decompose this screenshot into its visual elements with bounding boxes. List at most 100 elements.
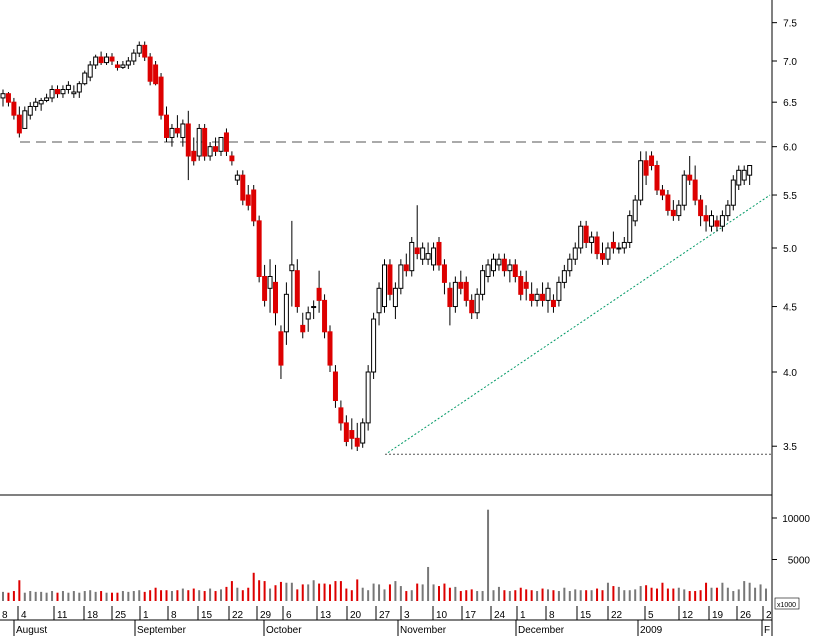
volume-bar	[269, 588, 272, 601]
candle-body	[654, 165, 660, 191]
candle-body	[76, 83, 82, 93]
candle-body	[398, 264, 404, 289]
candle-body	[322, 299, 328, 333]
candle-body	[354, 437, 360, 447]
day-label: 20	[350, 610, 362, 621]
volume-bar	[307, 584, 310, 601]
day-label: 15	[201, 610, 213, 621]
candle	[267, 259, 273, 313]
volume-bar	[214, 591, 217, 601]
volume-bar	[45, 592, 48, 601]
candle-body	[305, 312, 311, 320]
candle-body	[605, 247, 611, 260]
candle	[223, 128, 229, 157]
day-label: 8	[2, 610, 8, 621]
volume-bar	[378, 584, 381, 601]
candle-body	[698, 199, 704, 217]
candle-body	[153, 64, 159, 85]
day-label: 6	[286, 610, 292, 621]
candle-body	[512, 264, 518, 277]
candle	[360, 418, 366, 448]
candle-body	[223, 132, 229, 152]
volume-bar	[650, 587, 653, 601]
day-label: 4	[21, 610, 27, 621]
volume-bar	[574, 589, 577, 601]
candle	[687, 156, 693, 186]
candle	[736, 165, 742, 190]
candle-body	[158, 76, 164, 116]
volume-bar	[165, 590, 168, 601]
volume-bar	[737, 589, 740, 601]
candle	[44, 93, 50, 103]
candle-body	[600, 253, 605, 260]
candle	[245, 185, 251, 211]
candle-body	[649, 155, 655, 167]
candle-body	[234, 174, 240, 181]
volume-bar	[563, 587, 566, 601]
candle-body	[436, 241, 442, 266]
candle	[387, 259, 393, 301]
candle-body	[414, 247, 420, 255]
candle	[409, 236, 415, 277]
candle-body	[27, 105, 33, 116]
candle-body	[191, 150, 197, 162]
day-label: 11	[57, 610, 68, 621]
volume-bar	[121, 591, 124, 601]
candle	[730, 175, 736, 211]
candle	[578, 220, 584, 254]
volume-bar	[154, 587, 157, 601]
volume-bar	[339, 581, 342, 601]
volume-bar	[721, 582, 724, 601]
volume-bar	[743, 581, 746, 601]
day-label: 22	[611, 610, 623, 621]
volume-bar	[149, 590, 152, 601]
candle-body	[104, 56, 110, 64]
candle	[365, 365, 371, 431]
volume-bar	[51, 591, 54, 601]
candle	[262, 264, 268, 307]
candle	[589, 231, 595, 254]
volume-bar	[345, 588, 348, 601]
candle	[332, 365, 338, 408]
candle-body	[360, 422, 366, 444]
volume-bar	[312, 580, 315, 601]
candle-body	[218, 136, 224, 152]
candle-body	[278, 331, 284, 366]
volume-bar	[170, 591, 173, 601]
price-tick-label: 7.0	[783, 57, 797, 68]
candle	[616, 242, 622, 254]
volume-bar	[448, 587, 451, 601]
candle	[354, 422, 360, 451]
candle	[174, 115, 180, 138]
volume-bar	[285, 582, 288, 601]
day-label: 24	[494, 610, 506, 621]
candle	[213, 137, 219, 157]
candle	[621, 236, 627, 254]
candle	[512, 259, 518, 283]
candle-body	[22, 110, 28, 129]
day-label: 12	[682, 610, 694, 621]
candle	[169, 123, 175, 147]
candle-body	[692, 179, 698, 201]
candle	[681, 170, 687, 211]
candle	[600, 242, 605, 265]
volume-bar	[361, 587, 364, 601]
day-label: 8	[171, 610, 177, 621]
candle	[229, 151, 235, 166]
candle-body	[300, 324, 306, 333]
volume-bar	[198, 590, 201, 601]
candle	[114, 61, 120, 71]
candle-body	[332, 371, 338, 402]
candle	[436, 236, 442, 271]
day-label: 18	[87, 610, 99, 621]
candle	[643, 151, 649, 186]
volume-bar	[536, 591, 539, 601]
candle	[322, 294, 328, 339]
candle-body	[376, 287, 382, 314]
reference-lines	[20, 141, 772, 455]
candle-body	[545, 287, 551, 301]
candle	[692, 165, 698, 206]
volume-bar	[438, 586, 440, 601]
candle	[240, 170, 246, 206]
candle-body	[240, 174, 246, 201]
